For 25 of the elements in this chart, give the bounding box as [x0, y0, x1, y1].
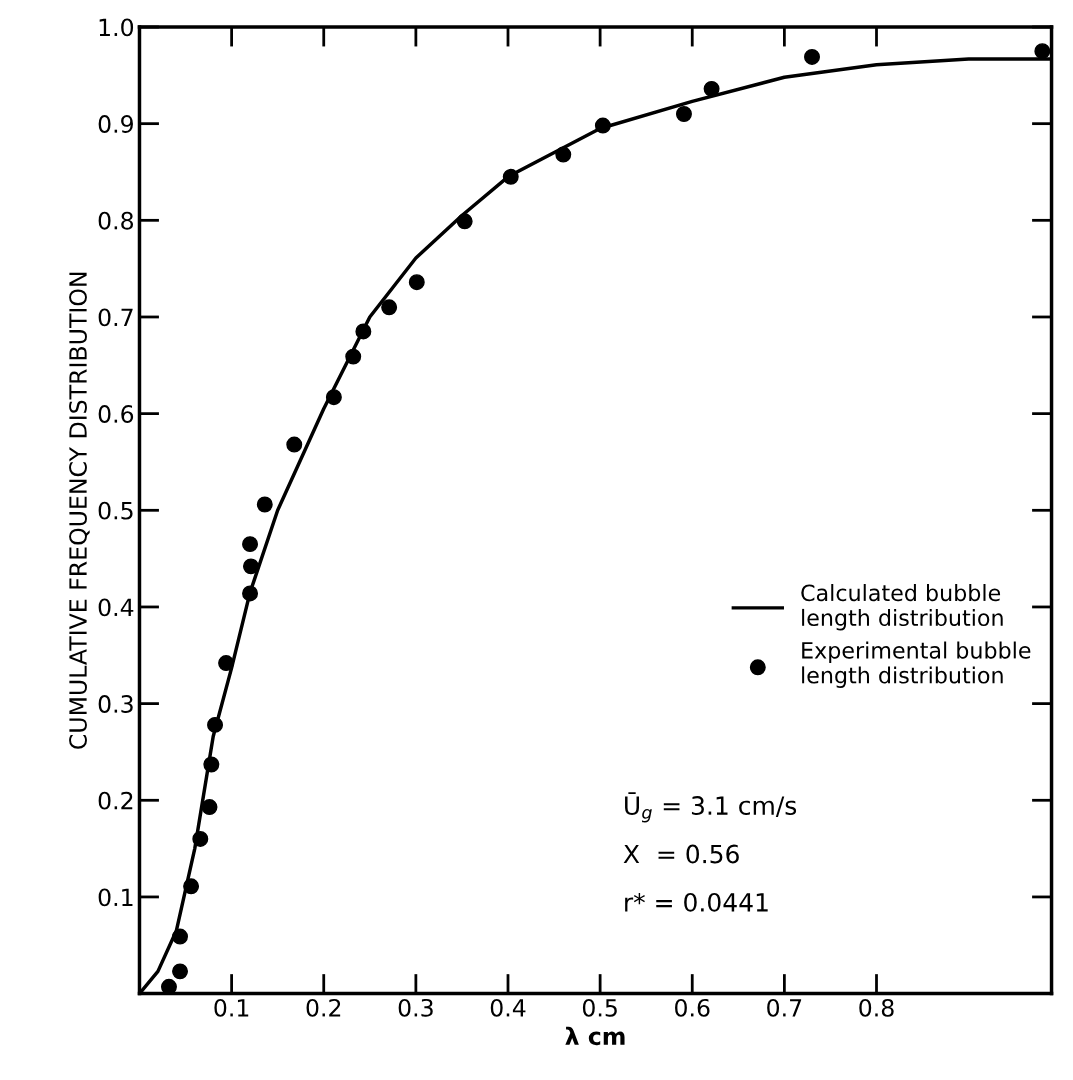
- annotation: r* = 0.0441: [625, 892, 768, 912]
- legend-label: Calculated bubble length distribution: [801, 584, 1003, 631]
- annotation: X = 0.56: [623, 844, 739, 864]
- x-axis-title: λ cm: [565, 1026, 625, 1046]
- annotation: Ū$_{g}$ = 3.1 cm/s: [625, 792, 797, 823]
- y-axis-title: CUMULATIVE FREQUENCY DISTRIBUTION: [69, 272, 90, 749]
- x-tick-label: 0.5: [582, 998, 617, 1017]
- y-tick-label: 0.4: [98, 598, 134, 617]
- y-tick-label: 1.0: [99, 18, 134, 37]
- y-tick-label: 0.2: [98, 791, 133, 810]
- legend-label: Experimental bubble length distribution: [802, 641, 1031, 688]
- y-tick-label: 0.1: [98, 888, 133, 907]
- y-tick-label: 0.6: [98, 405, 134, 423]
- y-tick-label: 0.7: [98, 308, 133, 327]
- x-tick-label: 0.7: [767, 998, 802, 1017]
- y-tick-label: 0.9: [98, 115, 133, 133]
- x-tick-label: 0.8: [859, 998, 894, 1017]
- y-tick-label: 0.3: [98, 695, 133, 713]
- x-tick-label: 0.3: [398, 998, 433, 1017]
- x-tick-label: 0.2: [306, 998, 341, 1017]
- y-tick-label: 0.5: [98, 501, 133, 520]
- y-tick-label: 0.8: [98, 211, 134, 230]
- x-tick-label: 0.1: [214, 998, 249, 1017]
- x-tick-label: 0.4: [490, 998, 526, 1017]
- x-tick-label: 0.6: [675, 998, 710, 1017]
